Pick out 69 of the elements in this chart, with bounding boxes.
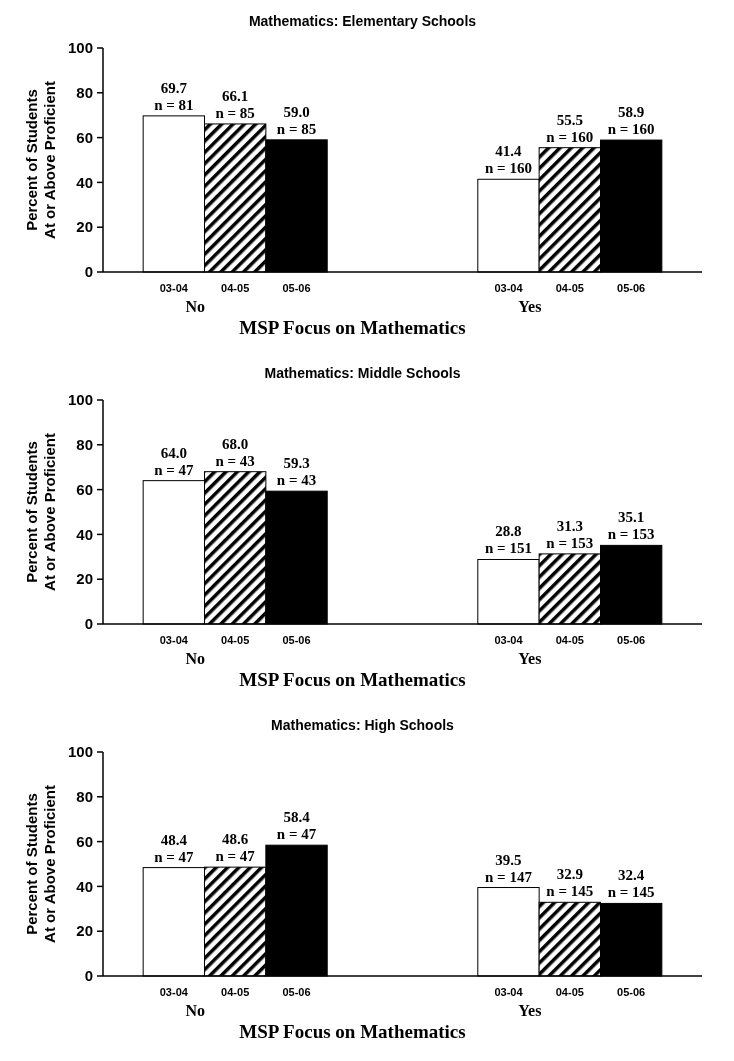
data-label: 32.9 n = 145 bbox=[546, 866, 594, 900]
data-label: 66.1 n = 85 bbox=[215, 87, 255, 121]
series-label: 04-05 bbox=[221, 634, 250, 646]
text: 05-06 bbox=[617, 986, 646, 998]
data-label: 59.0 n = 85 bbox=[276, 103, 317, 137]
y-tick-label: 60 bbox=[76, 832, 93, 850]
y-tick-label: 40 bbox=[76, 173, 93, 191]
chart-title: Mathematics: Elementary Schools bbox=[248, 13, 477, 29]
series-label: 05-06 bbox=[282, 282, 311, 294]
x-axis-title: MSP Focus on Mathematics bbox=[239, 669, 466, 690]
y-tick-label: 100 bbox=[67, 743, 93, 761]
data-label: 48.6 n = 47 bbox=[215, 831, 256, 865]
y-tick-label: 60 bbox=[76, 480, 93, 498]
data-label: 28.8 n = 151 bbox=[485, 523, 532, 557]
x-tick-label: No bbox=[185, 650, 205, 667]
y-tick-label: 0 bbox=[84, 263, 93, 281]
data-label: 58.9 n = 160 bbox=[607, 104, 655, 138]
chart-title: Mathematics: Middle Schools bbox=[264, 365, 461, 381]
text: 04-05 bbox=[555, 634, 584, 646]
y-tick-label: 40 bbox=[76, 877, 93, 895]
data-label: 55.5 n = 160 bbox=[546, 111, 594, 145]
y-axis-title: Percent of Students At or Above Proficient bbox=[23, 785, 58, 943]
x-tick-label: No bbox=[185, 298, 205, 315]
y-tick-label: 40 bbox=[76, 525, 93, 543]
x-tick-label: Yes bbox=[518, 1002, 542, 1019]
data-label: 68.0 n = 43 bbox=[215, 435, 255, 469]
y-tick-label: 100 bbox=[67, 391, 93, 409]
text: 03-04 bbox=[494, 634, 523, 646]
data-label: 48.4 n = 47 bbox=[154, 831, 195, 865]
data-label: 41.4 n = 160 bbox=[485, 143, 532, 177]
series-label: 04-05 bbox=[221, 986, 250, 998]
y-tick-label: 80 bbox=[76, 84, 93, 102]
x-tick-label: Yes bbox=[518, 650, 542, 667]
y-axis-title: Percent of Students At or Above Proficient bbox=[23, 433, 58, 591]
text: 04-05 bbox=[555, 986, 584, 998]
series-label: 03-04 bbox=[159, 634, 189, 646]
series-label: 04-05 bbox=[221, 282, 250, 294]
data-label: 58.4 n = 47 bbox=[276, 809, 317, 843]
data-label: 69.7 n = 81 bbox=[154, 79, 194, 113]
y-tick-label: 20 bbox=[76, 218, 93, 236]
series-label: 03-04 bbox=[159, 282, 189, 294]
x-axis-title: MSP Focus on Mathematics bbox=[239, 317, 466, 338]
data-label: 35.1 n = 153 bbox=[607, 509, 655, 543]
text: 05-06 bbox=[617, 282, 646, 294]
y-axis-title: Percent of Students At or Above Proficient bbox=[23, 81, 58, 239]
data-label: 32.4 n = 145 bbox=[607, 867, 655, 901]
text: 04-05 bbox=[555, 282, 584, 294]
chart-title: Mathematics: High Schools bbox=[271, 717, 455, 733]
x-tick-label: Yes bbox=[518, 298, 542, 315]
y-tick-label: 0 bbox=[84, 615, 93, 633]
text: 05-06 bbox=[617, 634, 646, 646]
series-label: 05-06 bbox=[282, 634, 311, 646]
series-label: 05-06 bbox=[282, 986, 311, 998]
y-tick-label: 20 bbox=[76, 922, 93, 940]
data-label: 64.0 n = 47 bbox=[154, 444, 195, 478]
data-label: 31.3 n = 153 bbox=[546, 517, 594, 551]
data-label: 59.3 n = 43 bbox=[276, 455, 317, 489]
y-tick-label: 60 bbox=[76, 128, 93, 146]
y-tick-label: 0 bbox=[84, 967, 93, 985]
x-axis-title: MSP Focus on Mathematics bbox=[239, 1021, 466, 1042]
text: 03-04 bbox=[494, 282, 523, 294]
y-tick-label: 20 bbox=[76, 570, 93, 588]
y-tick-label: 80 bbox=[76, 436, 93, 454]
series-label: 03-04 bbox=[159, 986, 189, 998]
data-label: 39.5 n = 147 bbox=[485, 851, 533, 885]
y-tick-label: 100 bbox=[67, 39, 93, 57]
text: 03-04 bbox=[494, 986, 523, 998]
x-tick-label: No bbox=[185, 1002, 205, 1019]
y-tick-label: 80 bbox=[76, 788, 93, 806]
